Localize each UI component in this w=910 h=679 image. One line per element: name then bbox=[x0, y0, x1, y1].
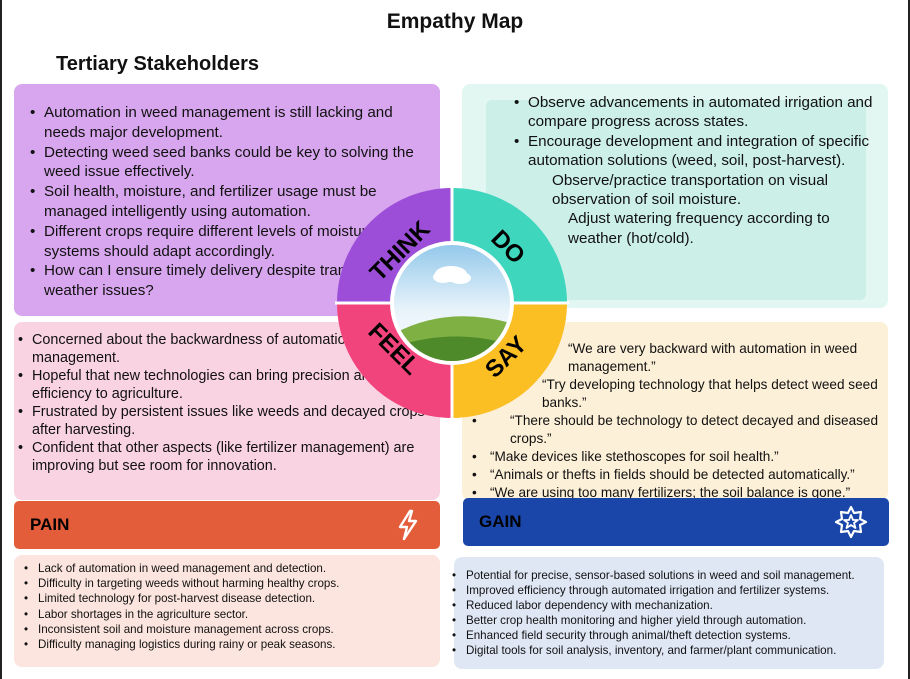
left-frame-border bbox=[0, 0, 2, 679]
page-title: Empathy Map bbox=[386, 10, 524, 33]
feel-item: Concerned about the backwardness of auto… bbox=[16, 331, 436, 367]
think-item: Soil health, moisture, and fertilizer us… bbox=[28, 182, 428, 222]
think-list: Automation in weed management is still l… bbox=[28, 103, 428, 301]
pain-item: Difficulty in targeting weeds without ha… bbox=[22, 576, 437, 591]
pain-list: Lack of automation in weed management an… bbox=[22, 561, 437, 652]
say-item: “There should be technology to detect de… bbox=[470, 412, 900, 448]
think-item: Automation in weed management is still l… bbox=[28, 103, 428, 143]
say-item: “Animals or thefts in fields should be d… bbox=[470, 466, 900, 484]
pain-header: PAIN bbox=[14, 501, 440, 549]
gain-item: Improved efficiency through automated ir… bbox=[450, 583, 900, 598]
feel-item: Hopeful that new technologies can bring … bbox=[16, 367, 436, 403]
do-list: Observe advancements in automated irriga… bbox=[512, 93, 882, 248]
pain-item: Inconsistent soil and moisture managemen… bbox=[22, 622, 437, 637]
right-frame-border bbox=[908, 0, 910, 679]
do-item: Encourage development and integration of… bbox=[512, 132, 882, 171]
gain-item: Better crop health monitoring and higher… bbox=[450, 613, 900, 628]
do-item: Observe/practice transportation on visua… bbox=[552, 171, 829, 209]
landscape-icon bbox=[394, 245, 510, 361]
gain-item: Digital tools for soil analysis, invento… bbox=[450, 643, 900, 658]
pain-item: Labor shortages in the agriculture secto… bbox=[22, 607, 437, 622]
feel-list: Concerned about the backwardness of auto… bbox=[16, 331, 436, 475]
gain-list: Potential for precise, sensor-based solu… bbox=[450, 568, 900, 658]
feel-item: Confident that other aspects (like ferti… bbox=[16, 439, 436, 475]
pain-item: Difficulty managing logistics during rai… bbox=[22, 637, 437, 652]
say-item: “We are using too many fertilizers; the … bbox=[470, 484, 900, 502]
gain-item: Enhanced field security through animal/t… bbox=[450, 628, 900, 643]
pain-label: PAIN bbox=[30, 515, 70, 534]
star-badge-icon bbox=[834, 505, 868, 539]
pain-item: Limited technology for post-harvest dise… bbox=[22, 591, 437, 606]
think-item: Detecting weed seed banks could be key t… bbox=[28, 143, 428, 183]
do-item: Adjust watering frequency according to w… bbox=[568, 210, 830, 247]
say-item: “We are very backward with automation in… bbox=[470, 340, 900, 376]
pain-item: Lack of automation in weed management an… bbox=[22, 561, 437, 576]
think-item: Different crops require different levels… bbox=[28, 222, 428, 262]
lightning-bolt-icon bbox=[398, 509, 418, 541]
stakeholder-heading: Tertiary Stakeholders bbox=[56, 53, 260, 75]
gain-item: Reduced labor dependency with mechanizat… bbox=[450, 598, 900, 613]
say-list: “We are very backward with automation in… bbox=[470, 340, 900, 502]
gain-label: GAIN bbox=[479, 512, 522, 531]
do-item: Observe advancements in automated irriga… bbox=[512, 93, 882, 132]
gain-header: GAIN bbox=[463, 498, 889, 546]
say-item: “Make devices like stethoscopes for soil… bbox=[470, 448, 900, 466]
feel-item: Frustrated by persistent issues like wee… bbox=[16, 403, 436, 439]
gain-item: Potential for precise, sensor-based solu… bbox=[450, 568, 900, 583]
think-item: How can I ensure timely delivery despite… bbox=[28, 261, 428, 301]
empathy-wheel: THINK DO FEEL SAY bbox=[335, 186, 569, 420]
